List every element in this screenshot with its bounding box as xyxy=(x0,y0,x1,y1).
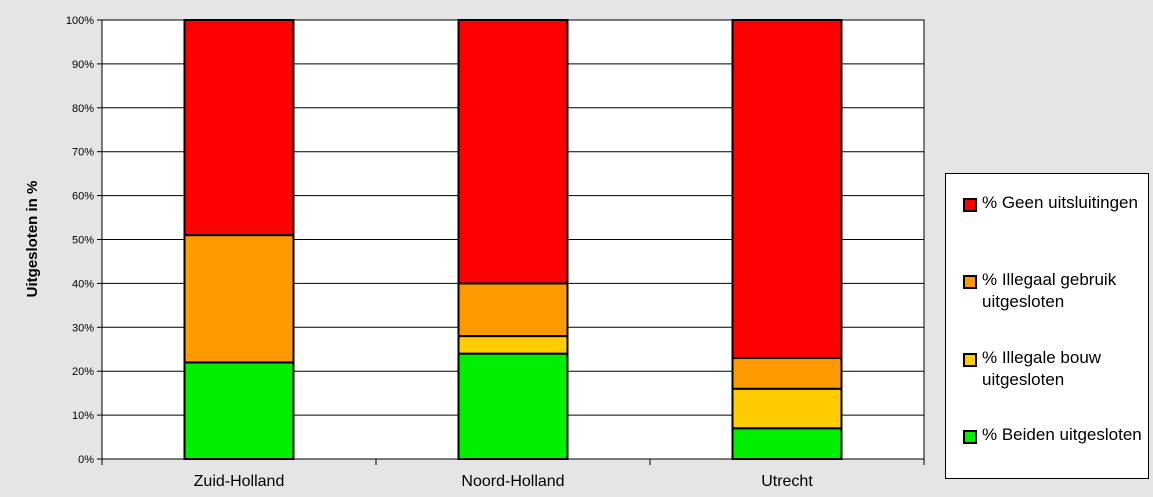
bar-segment xyxy=(731,19,843,360)
legend-item: % Illegaal gebruik uitgesloten xyxy=(963,269,1152,313)
legend-swatch xyxy=(963,353,977,367)
y-tick-label: 100% xyxy=(66,15,94,27)
plot-border xyxy=(101,19,925,460)
y-tick-label: 40% xyxy=(72,278,94,290)
x-tick-label: Zuid-Holland xyxy=(194,473,285,490)
bar-segment xyxy=(183,19,295,237)
bar-segment xyxy=(731,427,843,460)
legend-swatch xyxy=(963,430,977,444)
bar-segment xyxy=(457,19,569,285)
y-tick-label: 60% xyxy=(72,191,94,203)
x-tick-label: Noord-Holland xyxy=(461,473,564,490)
legend-label: % Illegaal gebruik uitgesloten xyxy=(982,270,1117,311)
bar-segment xyxy=(457,282,569,338)
tick-labels: 0% 10% 20% 30% 40% 50% 60% 70% 80% 90% 100% Zuid-Ho… xyxy=(66,15,813,490)
y-axis-label: Uitgesloten in % xyxy=(24,181,41,298)
bar-segment xyxy=(183,361,295,461)
x-tick-label: Utrecht xyxy=(761,473,813,490)
bars xyxy=(183,19,843,461)
bar-segment xyxy=(457,352,569,461)
legend-label: % Geen uitsluitingen xyxy=(982,193,1138,212)
y-tick-label: 30% xyxy=(72,322,94,334)
legend-label: % Beiden uitgesloten xyxy=(982,425,1142,444)
y-tick-label: 50% xyxy=(72,235,94,247)
legend-item: % Illegale bouw uitgesloten xyxy=(963,347,1152,391)
legend-item: % Geen uitsluitingen xyxy=(963,192,1152,214)
legend-item: % Beiden uitgesloten xyxy=(963,424,1152,446)
bar-segment xyxy=(457,335,569,355)
axes xyxy=(97,19,925,465)
legend-swatch xyxy=(963,275,977,289)
y-tick-label: 20% xyxy=(72,366,94,378)
y-tick-label: 80% xyxy=(72,103,94,115)
bar-segment xyxy=(731,387,843,430)
bar-segment xyxy=(731,357,843,390)
legend-swatch xyxy=(963,198,977,212)
bar-segment xyxy=(183,234,295,364)
y-tick-label: 70% xyxy=(72,147,94,159)
legend: % Geen uitsluitingen % Illegaal gebruik u… xyxy=(945,173,1149,479)
y-tick-label: 0% xyxy=(78,454,94,466)
y-tick-label: 90% xyxy=(72,59,94,71)
legend-label: % Illegale bouw uitgesloten xyxy=(982,348,1102,389)
y-tick-label: 10% xyxy=(72,410,94,422)
